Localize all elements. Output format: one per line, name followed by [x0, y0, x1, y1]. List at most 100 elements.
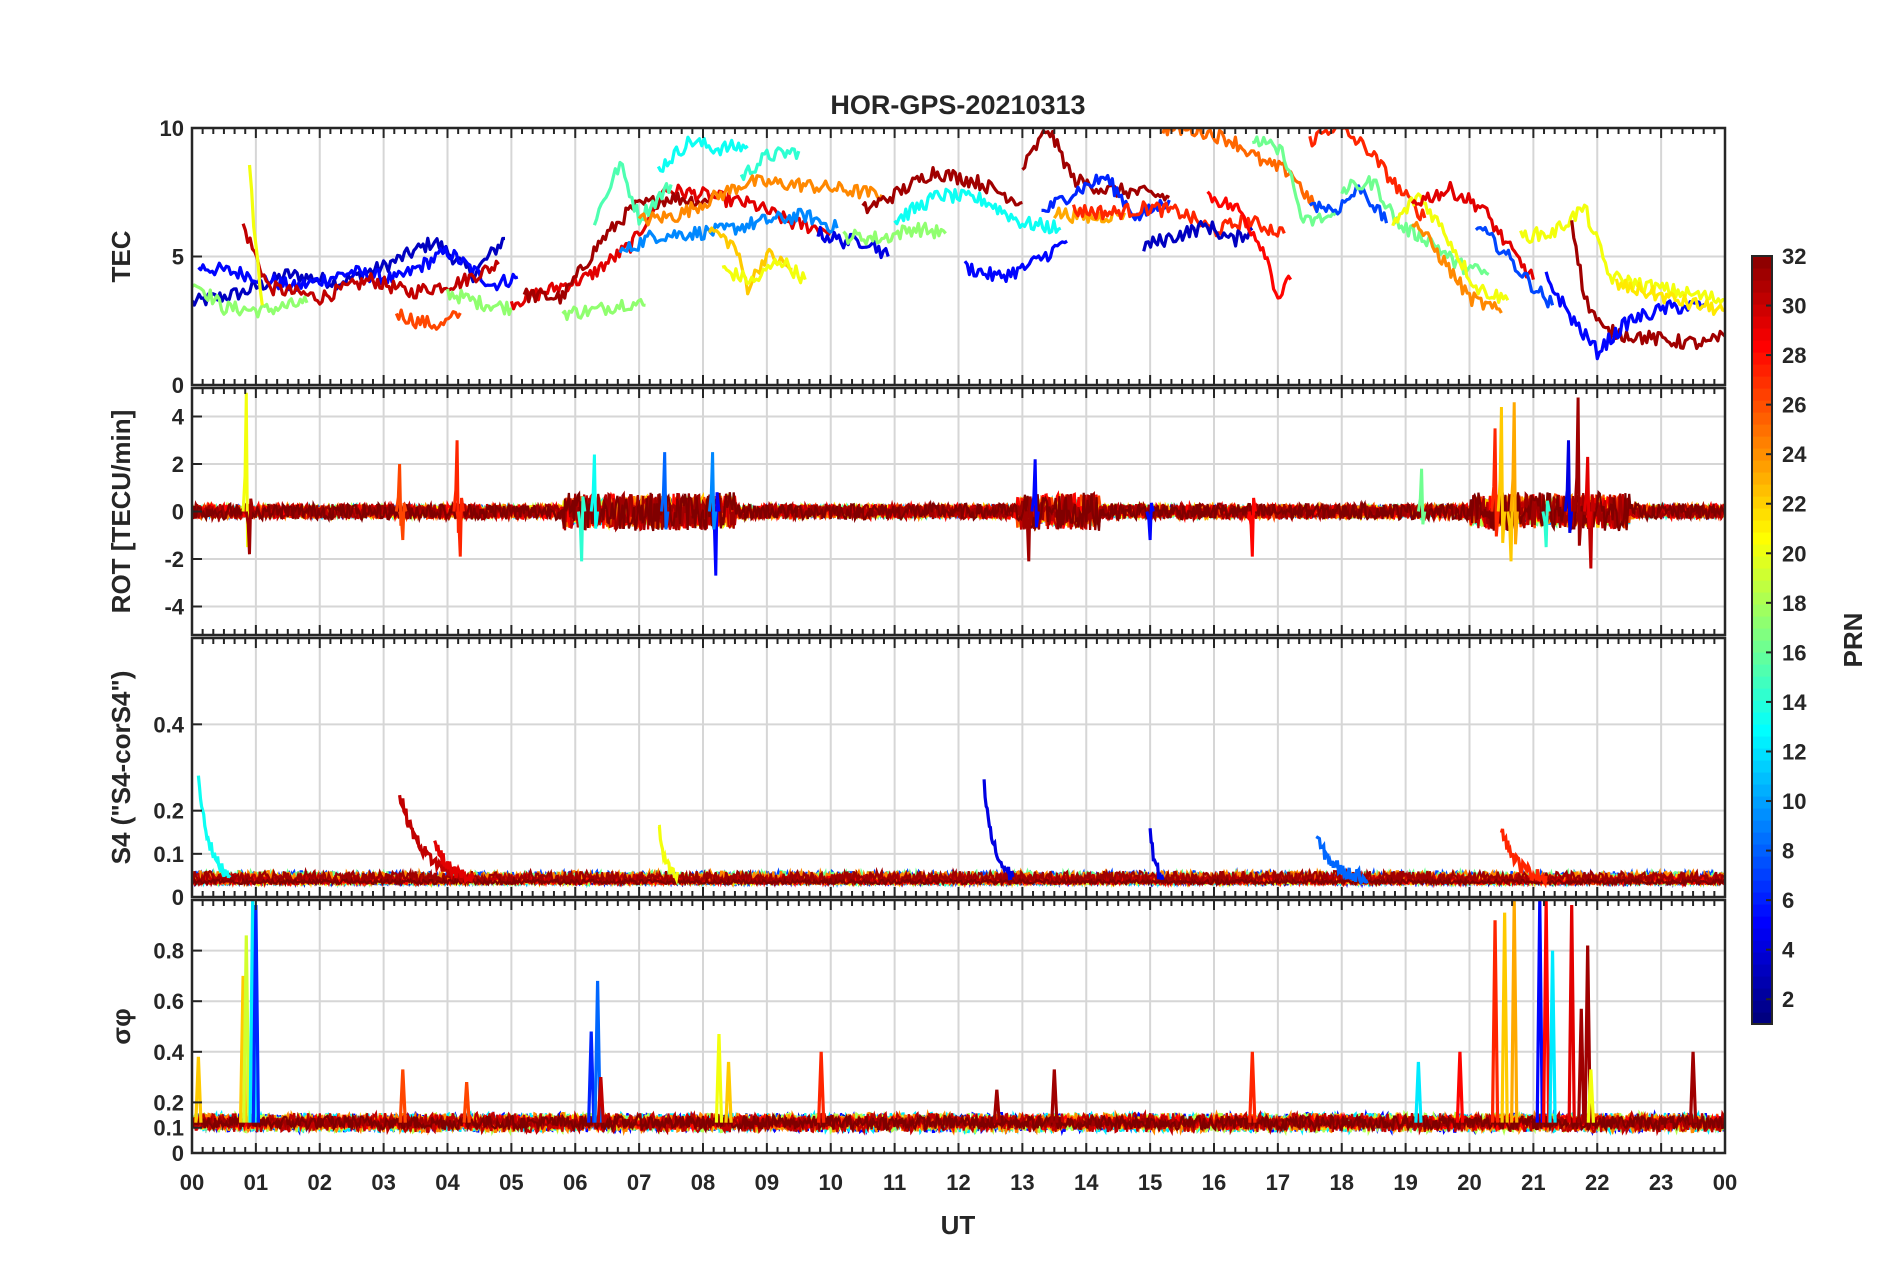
rot-burst-prn-22 [1496, 406, 1507, 543]
x-tick-label: 23 [1649, 1170, 1673, 1195]
colorbar-tick-label: 30 [1782, 294, 1806, 319]
colorbar-segment [1752, 688, 1772, 701]
s4-trace-prn-32 [192, 876, 1725, 888]
tec-series-prn-29 [1410, 180, 1535, 280]
colorbar-segment [1752, 652, 1772, 665]
tec-series-prn-7 [1474, 226, 1555, 309]
sigma-spike-prn-20 [1586, 1069, 1596, 1123]
y-axis-label-rot: ROT [TECU/min] [106, 410, 136, 614]
colorbar-tick-label: 14 [1782, 690, 1807, 715]
x-tick-label: 09 [755, 1170, 779, 1195]
tec-series-prn-17 [445, 288, 513, 317]
tec-series-prn-20 [247, 164, 264, 306]
rot-burst-prn-27 [1490, 428, 1500, 537]
colorbar-segment [1752, 304, 1772, 317]
colorbar-segment [1752, 820, 1772, 833]
colorbar-segment [1752, 556, 1772, 569]
colorbar-label: PRN [1838, 613, 1868, 668]
plot-area-rot [192, 392, 1725, 576]
y-tick-label: -2 [164, 547, 184, 572]
rot-burst-prn-31 [244, 498, 255, 555]
colorbar-segment [1752, 844, 1772, 857]
x-tick-label: 16 [1202, 1170, 1226, 1195]
colorbar-tick-label: 16 [1782, 640, 1806, 665]
tec-series-prn-30 [241, 223, 500, 306]
colorbar-segment [1752, 904, 1772, 917]
colorbar-segment [1752, 940, 1772, 953]
colorbar-segment [1752, 496, 1772, 509]
tec-series-prn-17 [842, 221, 947, 246]
panel-rot: -4 -2 0 2 4 ROT [TECU/min] [106, 386, 1727, 637]
colorbar-segment [1752, 448, 1772, 461]
sigma-spike-prn-12 [1414, 1061, 1423, 1123]
x-tick-label: 15 [1138, 1170, 1162, 1195]
y-tick-label: 0.6 [153, 989, 184, 1014]
tec-series-prn-13 [656, 135, 749, 173]
colorbar-segment [1752, 568, 1772, 581]
sigma-spike-prn-31 [1050, 1069, 1059, 1123]
x-tick-label: 07 [627, 1170, 651, 1195]
colorbar-segment [1752, 772, 1772, 785]
colorbar-segment [1752, 388, 1772, 401]
colorbar-segment [1752, 376, 1772, 389]
plot-area-tec [192, 128, 1725, 361]
tec-series-prn-17 [561, 298, 646, 322]
y-tick-label: 0 [172, 500, 184, 525]
y-tick-label: 0 [172, 1141, 184, 1166]
sigma-spike-prn-22 [724, 1061, 733, 1123]
tec-series-prn-26 [394, 308, 462, 331]
s4-feature-prn-20 [657, 824, 680, 886]
tec-series-prn-28 [1206, 190, 1293, 300]
y-tick-label: 10 [160, 116, 184, 141]
sigma-spike-prn-28 [1455, 1051, 1465, 1123]
colorbar-segment [1752, 364, 1772, 377]
colorbar-segment [1752, 736, 1772, 749]
y-axis-label-sigma_phi: σφ [106, 1008, 136, 1044]
panel-tec: 0 5 10 TEC [106, 116, 1727, 398]
colorbar-segment [1752, 460, 1772, 473]
colorbar-segment [1752, 280, 1772, 293]
x-tick-label: 20 [1457, 1170, 1481, 1195]
tec-series-prn-5 [1544, 271, 1707, 361]
colorbar-segment [1752, 580, 1772, 593]
y-tick-label: 2 [172, 452, 184, 477]
colorbar-segment [1752, 532, 1772, 545]
plot-area-sigma_phi [192, 900, 1725, 1137]
tec-series-prn-16 [1252, 135, 1337, 227]
colorbar-segment [1752, 700, 1772, 713]
tec-series-prn-31 [1570, 220, 1725, 351]
colorbar-segment [1752, 424, 1772, 437]
colorbar-segment [1752, 328, 1772, 341]
sigma-spike-prn-31 [1688, 1051, 1698, 1123]
colorbar-tick-label: 18 [1782, 591, 1806, 616]
colorbar-segment [1752, 796, 1772, 809]
colorbar-tick-label: 12 [1782, 739, 1806, 764]
x-tick-label: 22 [1585, 1170, 1609, 1195]
colorbar-segment [1752, 592, 1772, 605]
sigma-spike-prn-26 [462, 1082, 471, 1123]
colorbar-segment [1752, 928, 1772, 941]
y-tick-label: 5 [172, 245, 184, 270]
plot-area-s4 [192, 775, 1725, 889]
sigma-spike-prn-29 [1567, 905, 1576, 1123]
x-tick-label: 03 [371, 1170, 395, 1195]
tec-series-prn-17 [192, 283, 309, 319]
colorbar-segment [1752, 268, 1772, 281]
y-axis-label-s4: S4 ("S4-corS4") [106, 671, 136, 865]
rot-burst-prn-31 [1024, 496, 1034, 562]
colorbar-tick-label: 22 [1782, 492, 1806, 517]
tec-series-prn-31 [1021, 129, 1170, 202]
x-tick-label: 01 [244, 1170, 268, 1195]
tec-series-prn-5 [197, 245, 519, 292]
x-axis: 00 01 02 03 04 05 06 07 08 09 10 11 12 13 14 15 16 17 18 19… [180, 1170, 1737, 1195]
y-tick-label: 0.8 [153, 939, 184, 964]
tec-series-prn-3 [1142, 220, 1254, 252]
panel-sigma_phi: 00.10.2 0.4 0.6 0.8 σφ [106, 898, 1727, 1166]
x-axis-label: UT [941, 1210, 976, 1240]
colorbar-segment [1752, 964, 1772, 977]
colorbar-segment [1752, 892, 1772, 905]
sigma-trace-prn-32 [192, 1111, 1725, 1134]
